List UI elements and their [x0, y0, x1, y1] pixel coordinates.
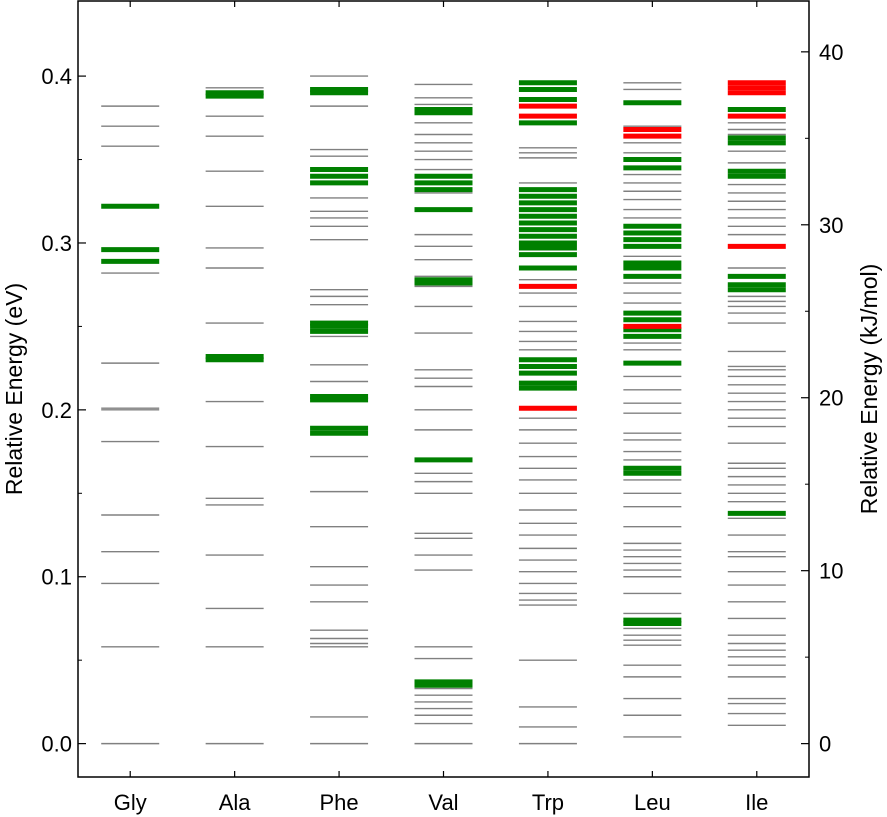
- x-tick-label: Val: [428, 790, 458, 815]
- x-tick-label: Trp: [532, 790, 564, 815]
- x-tick-label: Leu: [634, 790, 671, 815]
- column-gly: [101, 105, 160, 745]
- column-ala: [205, 87, 264, 745]
- x-tick-label: Phe: [319, 790, 358, 815]
- y-tick-label: 0.1: [41, 565, 72, 590]
- energy-levels-layer: [101, 75, 786, 745]
- x-tick-label: Ala: [219, 790, 252, 815]
- y-axis-title-left: Relative Energy (eV): [1, 283, 27, 495]
- y2-tick-label: 40: [819, 40, 843, 65]
- y-tick-label: 0.4: [41, 64, 72, 89]
- y-tick-label: 0.0: [41, 732, 72, 757]
- column-val: [414, 83, 473, 745]
- y-axis-title-right: Relative Energy (kJ/mol): [856, 264, 882, 515]
- y-tick-label: 0.2: [41, 398, 72, 423]
- y-tick-label: 0.3: [41, 231, 72, 256]
- axis-ticks-layer: Gly Ala Phe Val Trp Leu Ile 0.0 0.1 0.2 0.3 0.4 0 10 2…: [41, 1, 843, 815]
- y2-tick-label: 10: [819, 559, 843, 584]
- column-phe: [310, 75, 369, 745]
- y2-tick-label: 30: [819, 213, 843, 238]
- column-ile: [727, 80, 786, 726]
- x-tick-label: Gly: [114, 790, 147, 815]
- column-trp: [518, 80, 577, 745]
- column-leu: [623, 82, 682, 738]
- y2-tick-label: 0: [819, 732, 831, 757]
- x-tick-label: Ile: [745, 790, 768, 815]
- y2-tick-label: 20: [819, 386, 843, 411]
- plot-frame: [77, 0, 810, 778]
